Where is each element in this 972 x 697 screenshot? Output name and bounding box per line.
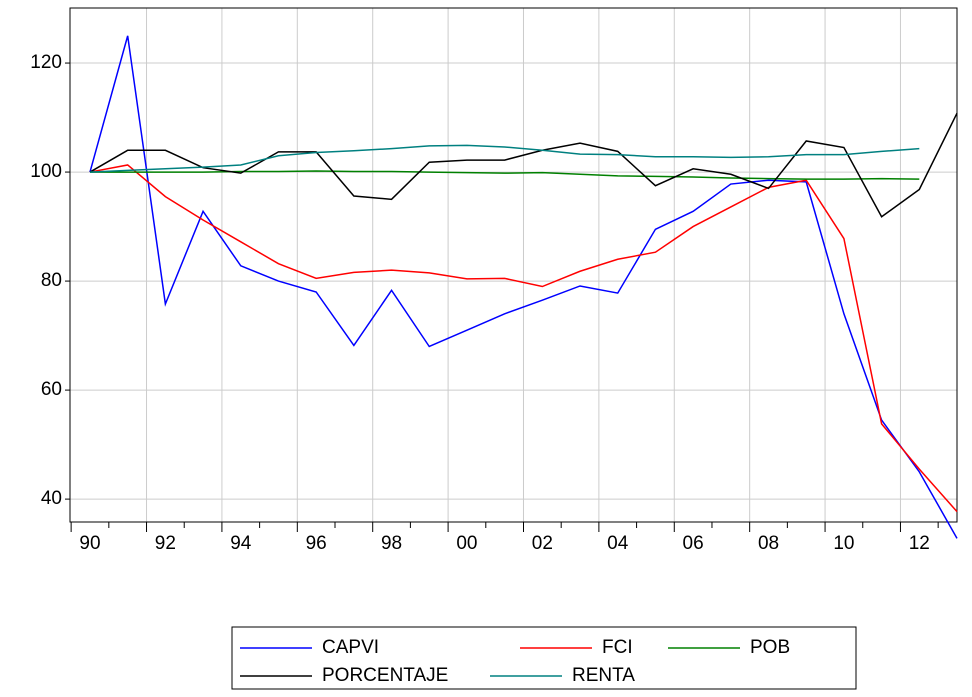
y-tick-label: 40 [41,488,62,509]
legend-label: RENTA [572,665,635,686]
legend-label: POB [750,637,790,658]
x-tick-label: 04 [607,533,629,554]
x-tick-label: 08 [758,533,779,554]
x-tick-label: 10 [833,533,854,554]
x-tick-label: 94 [230,533,252,554]
x-tick-label: 90 [79,533,100,554]
x-tick-label: 12 [909,533,930,554]
y-tick-label: 120 [30,52,62,73]
series-line [89,144,920,173]
series-line [89,164,958,513]
legend-box [231,626,857,690]
x-tick-label: 98 [381,533,402,554]
series-line [89,35,958,539]
y-tick-label: 100 [30,161,62,182]
plot-frame [69,7,958,523]
x-tick-label: 96 [306,533,327,554]
y-tick-label: 80 [41,270,62,291]
x-tick-label: 02 [532,533,553,554]
legend-label: CAPVI [322,637,379,658]
y-tick-label: 60 [41,379,62,400]
x-tick-label: 00 [456,533,477,554]
legend-label: PORCENTAJE [322,665,448,686]
x-tick-label: 06 [683,533,704,554]
series-line [89,112,958,218]
legend-label: FCI [602,637,633,658]
x-tick-label: 92 [155,533,176,554]
